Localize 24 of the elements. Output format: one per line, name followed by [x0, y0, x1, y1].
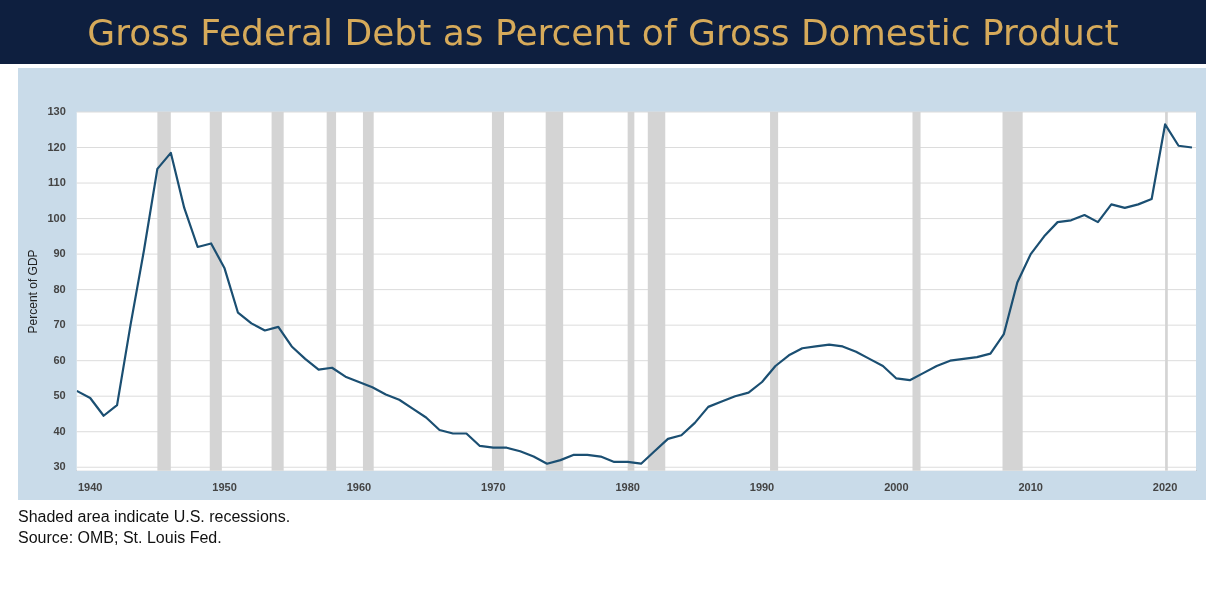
x-tick-label: 2020 [1152, 481, 1178, 494]
source-note: Source: OMB; St. Louis Fed. [18, 528, 223, 548]
y-tick-label: 70 [53, 318, 66, 331]
y-axis-title: Percent of GDP [25, 249, 40, 334]
y-tick-label: 30 [53, 460, 66, 473]
y-tick-label: 40 [53, 424, 66, 437]
x-tick-label: 1940 [77, 481, 103, 494]
x-tick-label: 1960 [346, 481, 372, 494]
y-tick-label: 130 [47, 105, 66, 118]
y-tick-label: 60 [53, 353, 66, 366]
text: Shaded area indicate U.S. recessions. [18, 507, 292, 527]
x-tick-label: 1980 [615, 481, 640, 494]
y-tick-label: 50 [53, 389, 66, 402]
y-tick-label: 110 [48, 176, 66, 189]
x-tick-label: 1950 [212, 481, 237, 494]
x-tick-label: 1970 [481, 481, 506, 494]
x-tick-label: 2010 [1018, 481, 1043, 494]
y-tick-label: 90 [53, 247, 66, 260]
y-tick-label: 80 [53, 282, 66, 295]
x-tick-label: 2000 [884, 481, 909, 494]
y-tick-label: 100 [47, 211, 66, 224]
chart-title: Gross Federal Debt as Percent of Gross Domestic Product [0, 0, 1206, 64]
x-tick-label: 1990 [749, 481, 775, 494]
y-tick-label: 120 [47, 140, 66, 153]
